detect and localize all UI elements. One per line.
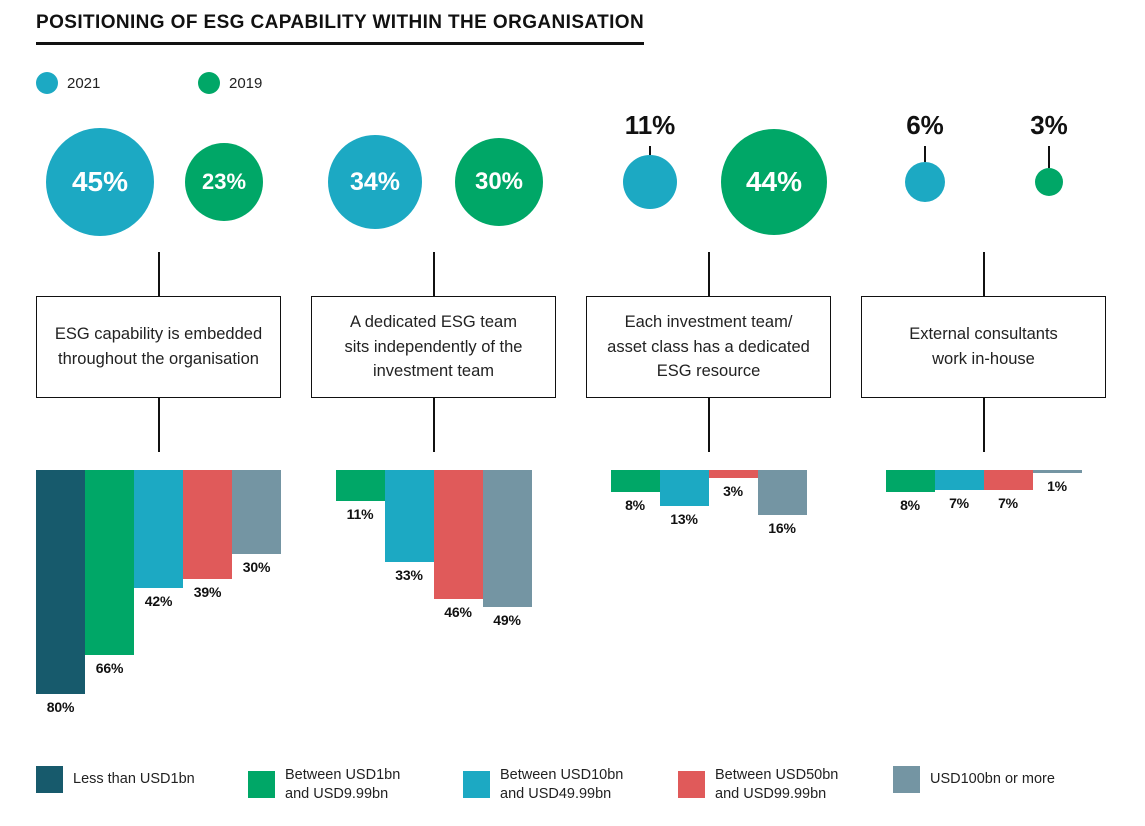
- category-box-label: Each investment team/ asset class has a …: [607, 312, 810, 381]
- bubble-pointer-line: [649, 146, 651, 155]
- category-box-label: External consultants work in-house: [909, 325, 1058, 368]
- legend-item: Between USD10bn and USD49.99bn: [463, 766, 650, 803]
- legend-swatch-icon: [678, 771, 705, 799]
- bubble-2019: 44%: [721, 129, 827, 235]
- legend-label: Between USD10bn and USD49.99bn: [500, 767, 624, 802]
- bar-value-label: 42%: [144, 593, 173, 609]
- bubble-2019: 30%: [455, 138, 543, 226]
- bar-segment: [885, 470, 935, 492]
- bar-value-label: 7%: [949, 495, 969, 511]
- bar-segment: [482, 470, 532, 607]
- bar-value-label: 7%: [998, 495, 1018, 511]
- bar-segment: [1032, 470, 1082, 473]
- bar-segment: [134, 470, 183, 588]
- connector-line-bottom: [707, 398, 710, 452]
- bar-value-label: 46%: [444, 604, 472, 620]
- connector-line-bottom: [432, 398, 435, 452]
- bar-value-label: 3%: [723, 483, 743, 499]
- bar-value-label: 66%: [95, 660, 124, 676]
- legend-label: Less than USD1bn: [73, 771, 195, 788]
- bubble-pointer-line: [924, 146, 926, 162]
- category-box-label: A dedicated ESG team sits independently …: [344, 312, 523, 381]
- legend-item: USD100bn or more: [893, 766, 1080, 793]
- legend-swatch-icon: [36, 766, 63, 793]
- legend-swatch-icon: [893, 766, 920, 793]
- bar-segment: [335, 470, 385, 501]
- connector-line-top: [707, 252, 710, 296]
- bubble-2021: 45%: [46, 128, 154, 236]
- legend-item: Between USD50bn and USD99.99bn: [678, 766, 865, 803]
- bar-value-label: 11%: [346, 506, 374, 522]
- connector-line-top: [157, 252, 160, 296]
- bar-segment: [983, 470, 1033, 490]
- category-box: Each investment team/ asset class has a …: [586, 296, 831, 398]
- category-box: A dedicated ESG team sits independently …: [311, 296, 556, 398]
- bar-value-label: 16%: [768, 520, 796, 536]
- year-dot-icon: [36, 72, 58, 94]
- bar-segment: [610, 470, 660, 492]
- bar-value-label: 1%: [1047, 478, 1067, 494]
- bubble-value-label: 3%: [1030, 110, 1068, 140]
- connector-line-top: [432, 252, 435, 296]
- legend-swatch-icon: [463, 771, 490, 799]
- bar-value-label: 30%: [242, 559, 271, 575]
- legend-item: Less than USD1bn: [36, 766, 223, 793]
- bubble-value-label: 6%: [906, 110, 944, 140]
- bar-segment: [85, 470, 134, 655]
- bar-value-label: 80%: [46, 699, 75, 715]
- year-legend-label: 2019: [229, 74, 263, 92]
- bar-value-label: 8%: [900, 497, 920, 513]
- bar-segment: [433, 470, 483, 599]
- bar-segment: [232, 470, 281, 554]
- bubble-2021: [905, 162, 945, 202]
- bar-segment: [183, 470, 232, 579]
- bubble-value-label: 11%: [624, 110, 676, 140]
- legend-label: USD100bn or more: [930, 771, 1055, 788]
- bar-segment: [36, 470, 85, 694]
- bar-value-label: 49%: [493, 612, 521, 628]
- bubble-2019: [1035, 168, 1063, 196]
- year-legend-label: 2021: [67, 74, 101, 92]
- bar-value-label: 13%: [670, 511, 698, 527]
- legend-item: Between USD1bn and USD9.99bn: [248, 766, 435, 803]
- year-dot-icon: [198, 72, 220, 94]
- bar-value-label: 39%: [193, 584, 222, 600]
- page-title: POSITIONING OF ESG CAPABILITY WITHIN THE…: [36, 12, 645, 45]
- connector-line-top: [982, 252, 985, 296]
- bar-segment: [659, 470, 709, 506]
- category-box: ESG capability is embedded throughout th…: [36, 296, 281, 398]
- bar-value-label: 8%: [625, 497, 645, 513]
- legend-swatch-icon: [248, 771, 275, 799]
- connector-line-bottom: [982, 398, 985, 452]
- legend-label: Between USD1bn and USD9.99bn: [285, 767, 401, 802]
- bar-segment: [708, 470, 758, 478]
- category-box-label: ESG capability is embedded throughout th…: [54, 325, 263, 368]
- bar-segment: [934, 470, 984, 490]
- bubble-2019: 23%: [185, 143, 263, 221]
- bubble-2021: [623, 155, 677, 209]
- legend-label: Between USD50bn and USD99.99bn: [715, 767, 839, 802]
- category-box: External consultants work in-house: [861, 296, 1106, 398]
- year-legend-item-2021: 2021: [36, 71, 100, 95]
- bar-value-label: 33%: [395, 567, 423, 583]
- year-legend-item-2019: 2019: [198, 71, 262, 95]
- bubble-pointer-line: [1048, 146, 1050, 168]
- connector-line-bottom: [157, 398, 160, 452]
- bar-segment: [757, 470, 807, 515]
- bubble-2021: 34%: [328, 135, 422, 229]
- bar-segment: [384, 470, 434, 562]
